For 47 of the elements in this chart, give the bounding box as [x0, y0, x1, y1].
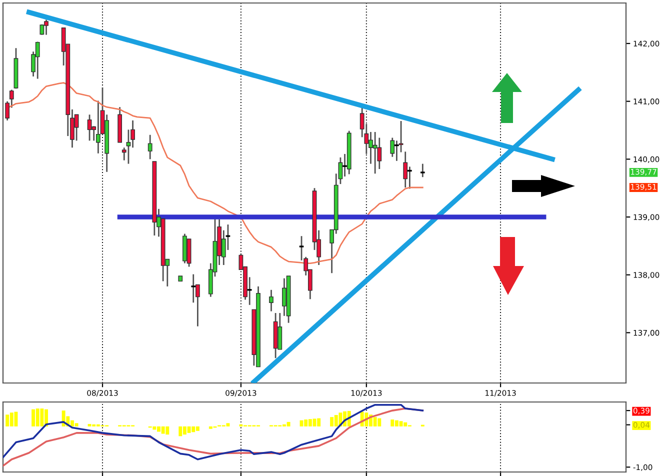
bar — [6, 414, 10, 426]
bar — [304, 420, 308, 426]
bar — [196, 426, 200, 431]
bar — [208, 426, 212, 429]
bar — [373, 417, 377, 426]
bar — [161, 426, 165, 434]
bar — [226, 423, 230, 426]
bar — [88, 424, 92, 426]
bar — [399, 421, 403, 426]
candlestick — [372, 131, 378, 174]
candlestick — [246, 276, 253, 306]
line-series — [3, 404, 424, 460]
bar — [14, 412, 18, 426]
candlestick — [44, 19, 48, 36]
bar — [334, 415, 338, 426]
candlestick — [342, 153, 348, 178]
bar — [152, 426, 156, 430]
candlestick — [298, 235, 305, 262]
candlestick — [87, 114, 92, 142]
candlestick — [406, 166, 413, 190]
bar — [317, 418, 321, 426]
bar — [312, 418, 316, 426]
bar — [178, 426, 182, 436]
candlestick — [35, 41, 40, 80]
bar — [330, 417, 334, 426]
bar — [300, 420, 304, 426]
bar — [32, 409, 36, 426]
bar — [40, 408, 44, 426]
bar — [36, 408, 40, 426]
bar — [308, 419, 312, 426]
bar — [192, 426, 196, 432]
bar — [404, 422, 408, 426]
bar — [390, 420, 394, 426]
candlestick — [148, 134, 152, 160]
bar — [378, 418, 382, 426]
bar — [166, 426, 170, 435]
bar — [187, 426, 191, 433]
candlestick — [403, 150, 408, 188]
bar — [10, 412, 14, 426]
bar — [74, 423, 78, 426]
candlestick — [390, 137, 395, 158]
candlestick — [269, 289, 274, 312]
candlestick — [190, 274, 196, 304]
candlestick — [420, 163, 426, 178]
candlestick — [96, 100, 100, 154]
candlestick — [282, 278, 286, 317]
bar — [286, 422, 290, 426]
